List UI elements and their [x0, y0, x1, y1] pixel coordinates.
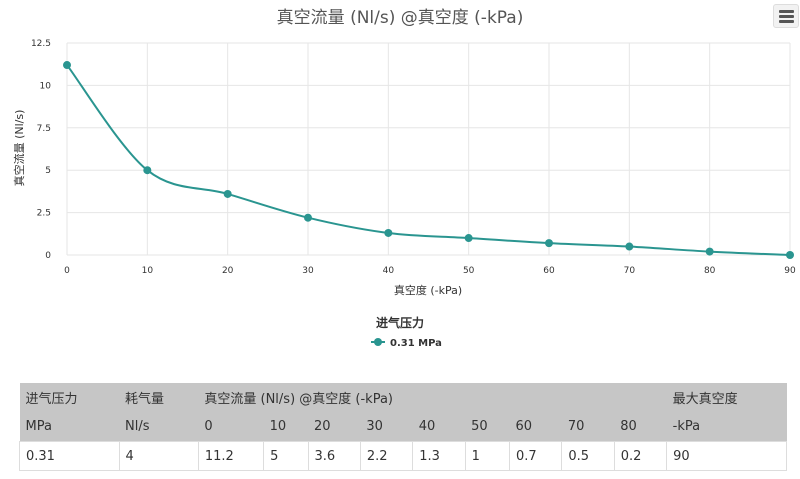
line-chart: 0 2.5 5 7.5 10 12.5 0 10 20 30 40 50 60 70 80 90 真空流量 (… — [12, 39, 796, 349]
y-tick-label: 7.5 — [37, 124, 51, 134]
value-cell: 2.2 — [359, 441, 414, 471]
unit-cell: 0 — [198, 412, 264, 442]
header-vacuum-flow: 真空流量 (Nl/s) @真空度 (-kPa) — [198, 383, 667, 412]
data-point — [705, 247, 714, 256]
y-tick-label: 2.5 — [37, 209, 51, 219]
unit-cell: 60 — [509, 412, 562, 442]
chart-title: 真空流量 (Nl/s) @真空度 (-kPa) — [276, 8, 524, 28]
unit-cell: 10 — [263, 412, 308, 442]
unit-cell: 20 — [308, 412, 361, 442]
header-consumption: 耗气量 — [119, 383, 199, 412]
y-axis-label: 真空流量 (Nl/s) — [12, 110, 26, 187]
grid-lines — [66, 42, 791, 256]
y-tick-label: 5 — [45, 166, 51, 176]
table-header-row: 进气压力 耗气量 真空流量 (Nl/s) @真空度 (-kPa) 最大真空度 — [19, 383, 787, 412]
series-line — [66, 64, 791, 256]
unit-cell: 50 — [465, 412, 510, 442]
legend-title: 进气压力 — [376, 315, 424, 330]
data-point — [63, 61, 71, 70]
value-cell: 0.7 — [509, 441, 563, 471]
value-cell: 5 — [263, 441, 309, 471]
unit-cell: MPa — [19, 412, 120, 442]
data-point — [464, 234, 473, 243]
x-tick-label: 40 — [383, 266, 395, 276]
header-pressure: 进气压力 — [19, 383, 120, 412]
value-cell: 1.3 — [412, 441, 466, 471]
chart-menu-button[interactable] — [773, 4, 799, 28]
value-cell: 4 — [118, 441, 199, 471]
x-tick-label: 60 — [543, 266, 555, 276]
x-tick-label: 70 — [624, 266, 636, 276]
spec-table: 进气压力 耗气量 真空流量 (Nl/s) @真空度 (-kPa) 最大真空度 M… — [19, 383, 787, 471]
value-cell: 90 — [666, 441, 787, 471]
value-cell: 0.5 — [561, 441, 615, 471]
x-tick-label: 30 — [302, 266, 314, 276]
table-unit-row: MPa Nl/s 0 10 20 30 40 50 60 70 80 -kPa — [19, 412, 787, 442]
x-tick-label: 10 — [142, 266, 154, 276]
data-point — [786, 251, 794, 259]
unit-cell: 70 — [561, 412, 615, 442]
value-cell: 11.2 — [197, 441, 265, 471]
data-point — [625, 242, 634, 251]
value-cell: 1 — [464, 441, 511, 471]
data-point — [384, 228, 393, 237]
data-point — [143, 166, 152, 175]
value-cell: 0.2 — [613, 441, 668, 471]
x-tick-label: 50 — [463, 266, 475, 276]
data-point — [223, 189, 232, 198]
value-cell: 0.31 — [19, 441, 120, 471]
legend-item[interactable]: 0.31 MPa — [371, 338, 442, 349]
axes: 0 2.5 5 7.5 10 12.5 0 10 20 30 40 50 60 70 80 90 — [31, 39, 796, 276]
unit-cell: Nl/s — [119, 412, 199, 442]
header-max-vacuum: 最大真空度 — [666, 383, 787, 412]
table-row: 0.31 4 11.2 5 3.6 2.2 1.3 1 0.7 0.5 0.2 … — [19, 441, 787, 471]
y-tick-label: 12.5 — [31, 39, 51, 49]
x-axis-label: 真空度 (-kPa) — [394, 283, 462, 297]
data-point — [304, 213, 312, 222]
x-tick-label: 80 — [704, 266, 716, 276]
x-tick-label: 0 — [64, 266, 70, 276]
unit-cell: 40 — [412, 412, 466, 442]
unit-cell: 80 — [614, 412, 667, 442]
data-point — [545, 239, 553, 248]
value-cell: 3.6 — [307, 441, 361, 471]
chart-container: 真空流量 (Nl/s) @真空度 (-kPa) 0 2.5 5 7.5 10 12.5 0 1… — [12, 4, 799, 349]
x-tick-label: 20 — [222, 266, 234, 276]
x-tick-label: 90 — [784, 266, 796, 276]
unit-cell: 30 — [360, 412, 413, 442]
y-tick-label: 0 — [45, 251, 51, 261]
y-tick-label: 10 — [40, 81, 52, 91]
legend-series-label: 0.31 MPa — [390, 338, 442, 349]
unit-cell: -kPa — [666, 412, 787, 442]
